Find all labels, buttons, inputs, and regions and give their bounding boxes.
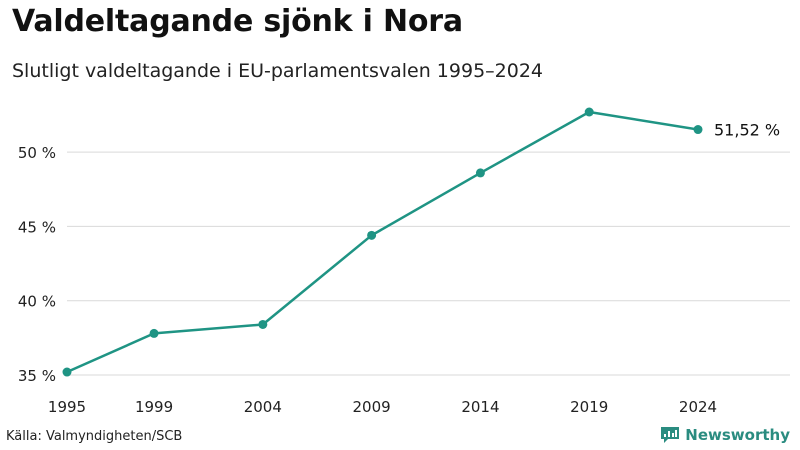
x-tick-label: 2024 bbox=[679, 398, 717, 416]
x-tick-label: 2004 bbox=[244, 398, 282, 416]
x-tick-label: 2019 bbox=[570, 398, 608, 416]
data-point bbox=[149, 328, 159, 338]
x-tick-label: 1999 bbox=[135, 398, 173, 416]
y-tick-label: 45 % bbox=[18, 218, 56, 236]
data-point bbox=[693, 125, 703, 135]
data-point bbox=[258, 319, 268, 329]
y-tick-label: 35 % bbox=[18, 367, 56, 385]
series-line bbox=[66, 110, 699, 374]
brand-logo: Newsworthy bbox=[660, 426, 790, 444]
data-point bbox=[475, 168, 485, 178]
x-tick-label: 2014 bbox=[461, 398, 499, 416]
y-tick-labels: 35 % 40 % 45 % 50 % bbox=[18, 144, 56, 385]
data-labels: 51,52 % bbox=[714, 121, 780, 140]
chart-title: Valdeltagande sjönk i Nora bbox=[12, 4, 463, 39]
gridlines bbox=[67, 151, 790, 376]
data-point bbox=[584, 107, 594, 117]
chart-subtitle: Slutligt valdeltagande i EU-parlamentsva… bbox=[12, 60, 544, 82]
end-value-label: 51,52 % bbox=[714, 121, 780, 140]
data-point bbox=[62, 367, 72, 377]
source-note: Källa: Valmyndigheten/SCB bbox=[6, 429, 183, 444]
x-tick-labels: 1995 1999 2004 2009 2014 2019 2024 bbox=[48, 398, 717, 416]
data-point bbox=[367, 230, 377, 240]
x-tick-label: 1995 bbox=[48, 398, 86, 416]
data-series bbox=[62, 107, 703, 377]
y-tick-label: 40 % bbox=[18, 293, 56, 311]
brand-name: Newsworthy bbox=[685, 426, 790, 444]
newsworthy-logo-icon bbox=[661, 427, 680, 443]
x-tick-label: 2009 bbox=[353, 398, 391, 416]
y-tick-label: 50 % bbox=[18, 144, 56, 162]
